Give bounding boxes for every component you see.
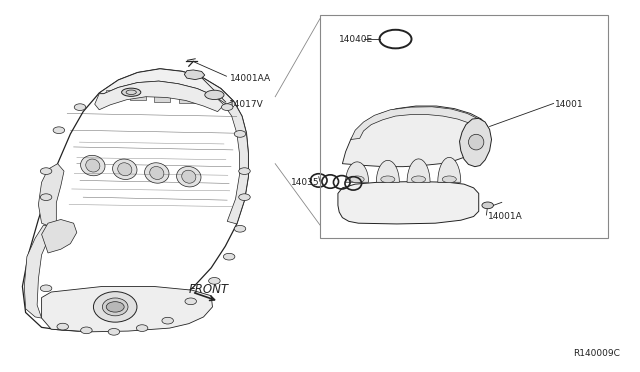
Ellipse shape [177, 167, 201, 187]
Bar [154, 93, 170, 102]
Polygon shape [346, 162, 369, 182]
Polygon shape [338, 182, 479, 224]
Circle shape [239, 168, 250, 174]
Text: 14001: 14001 [555, 100, 584, 109]
Ellipse shape [150, 167, 164, 179]
Circle shape [40, 194, 52, 201]
Polygon shape [95, 81, 224, 112]
Circle shape [162, 317, 173, 324]
Ellipse shape [113, 159, 137, 179]
Polygon shape [38, 164, 64, 227]
Polygon shape [99, 69, 234, 105]
Ellipse shape [81, 155, 105, 176]
Ellipse shape [93, 292, 137, 322]
Circle shape [106, 302, 124, 312]
Bar [320, 15, 608, 238]
Circle shape [40, 285, 52, 292]
Ellipse shape [468, 134, 484, 150]
Circle shape [482, 202, 493, 209]
Polygon shape [22, 69, 248, 331]
Circle shape [221, 104, 233, 110]
Ellipse shape [412, 176, 426, 183]
Polygon shape [24, 225, 51, 318]
Circle shape [239, 194, 250, 201]
Polygon shape [224, 101, 248, 224]
Ellipse shape [442, 176, 456, 183]
Text: 14001A: 14001A [488, 212, 522, 221]
Ellipse shape [118, 163, 132, 176]
Ellipse shape [145, 163, 169, 183]
Polygon shape [184, 70, 205, 80]
Ellipse shape [350, 176, 364, 183]
Bar [179, 95, 195, 103]
Circle shape [185, 298, 196, 305]
Circle shape [40, 168, 52, 174]
Ellipse shape [182, 170, 196, 183]
Polygon shape [438, 157, 461, 182]
Bar [130, 92, 146, 100]
Circle shape [53, 127, 65, 134]
Polygon shape [42, 219, 77, 253]
Polygon shape [460, 118, 492, 167]
Text: 14001AA: 14001AA [230, 74, 271, 83]
Ellipse shape [86, 159, 100, 172]
Circle shape [81, 327, 92, 334]
Polygon shape [351, 107, 488, 140]
Ellipse shape [205, 90, 224, 100]
Text: 14035: 14035 [291, 178, 320, 187]
Bar [106, 90, 122, 98]
Polygon shape [407, 159, 430, 182]
Text: 14017V: 14017V [229, 100, 264, 109]
Ellipse shape [381, 176, 395, 183]
Circle shape [234, 131, 246, 137]
Text: FRONT: FRONT [189, 283, 229, 296]
Text: R140009C: R140009C [573, 349, 620, 358]
Ellipse shape [102, 298, 128, 316]
Circle shape [209, 278, 220, 284]
Circle shape [57, 323, 68, 330]
Polygon shape [376, 160, 399, 182]
Polygon shape [42, 286, 212, 332]
Text: 14040E: 14040E [339, 35, 373, 44]
Polygon shape [342, 106, 490, 167]
Circle shape [74, 104, 86, 110]
Circle shape [234, 225, 246, 232]
Circle shape [108, 328, 120, 335]
Circle shape [223, 253, 235, 260]
Circle shape [136, 325, 148, 331]
Ellipse shape [122, 88, 141, 96]
